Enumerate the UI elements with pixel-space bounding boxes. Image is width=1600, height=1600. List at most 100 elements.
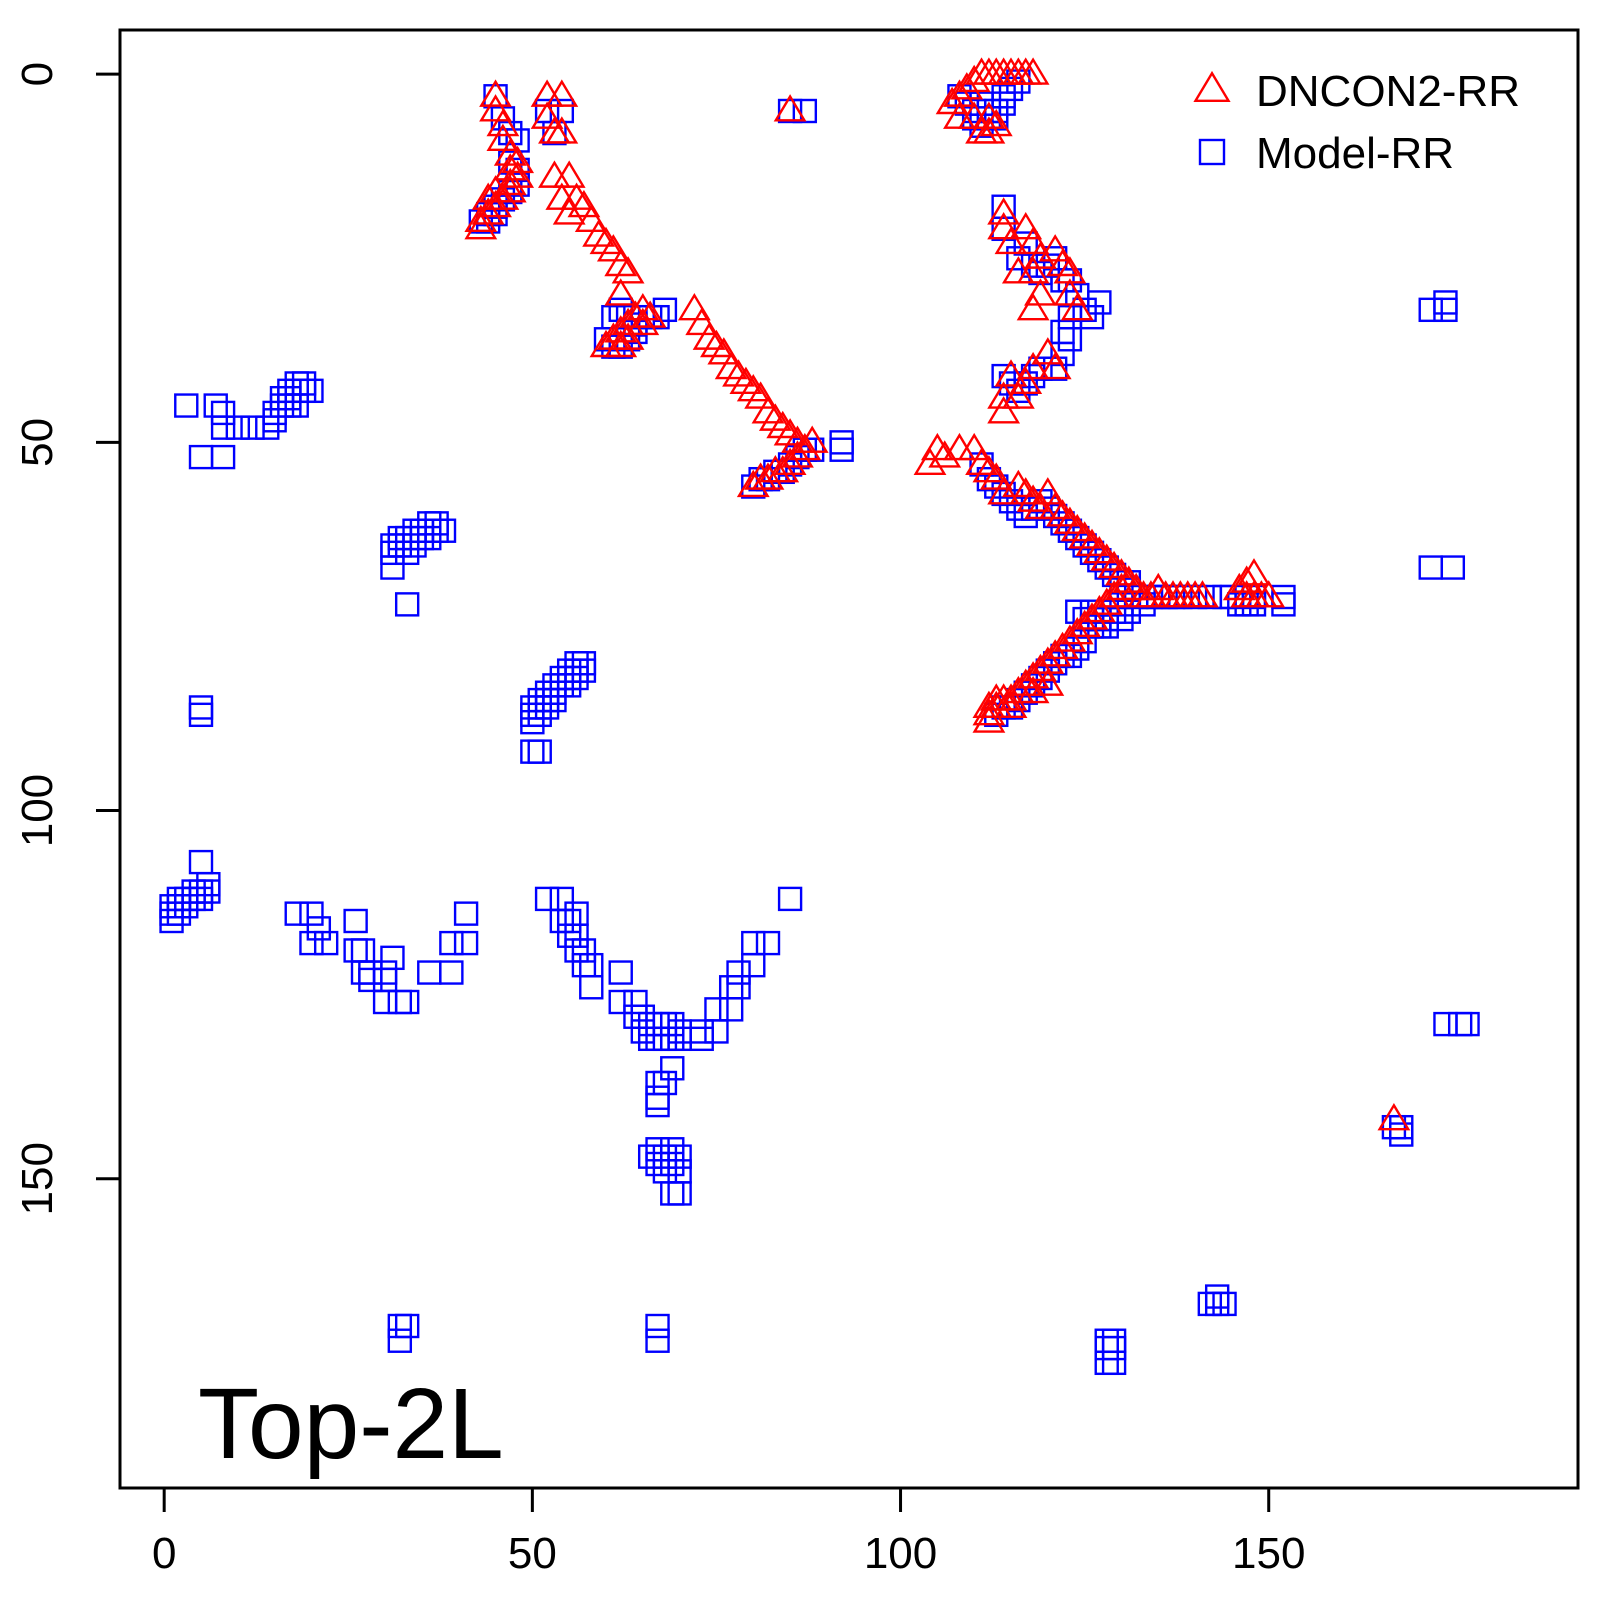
data-point-square — [166, 886, 192, 912]
data-point-triangle — [1097, 580, 1131, 608]
data-point-square — [188, 702, 214, 728]
data-point-square — [350, 960, 376, 985]
data-point-square — [556, 665, 582, 691]
data-point-square — [174, 393, 199, 418]
data-point-square — [299, 901, 324, 926]
data-point-square — [343, 938, 368, 963]
data-point-square — [1013, 503, 1038, 529]
data-point-square — [1433, 1011, 1458, 1037]
data-point-triangle — [957, 64, 991, 93]
data-point-square — [1418, 297, 1443, 323]
data-point-triangle — [979, 108, 1013, 137]
data-point-triangle — [1031, 477, 1065, 505]
data-point-triangle — [604, 278, 638, 306]
data-point-triangle — [773, 94, 807, 122]
y-tick-label: 50 — [13, 418, 62, 467]
data-point-square — [667, 1026, 692, 1052]
data-point-triangle — [1038, 351, 1072, 380]
data-point-square — [387, 1328, 413, 1353]
data-point-square — [380, 533, 405, 558]
data-point-square — [1094, 1328, 1119, 1353]
data-point-square — [372, 989, 398, 1015]
data-point-triangle — [1038, 491, 1072, 520]
data-point-square — [394, 1313, 420, 1339]
data-point-triangle — [979, 683, 1013, 711]
x-axis: 0 50 100 150 — [152, 1486, 1305, 1578]
legend-marker-square — [1198, 138, 1226, 166]
data-point-square — [424, 518, 449, 543]
legend-label: DNCON2-RR — [1256, 67, 1520, 116]
legend-marker-triangle — [1193, 70, 1231, 103]
data-point-square — [1079, 304, 1105, 330]
data-point-square — [1072, 297, 1097, 323]
data-point-triangle — [994, 226, 1028, 255]
data-point-square — [1101, 1350, 1127, 1376]
data-point-square — [1101, 1335, 1127, 1361]
data-point-square — [1455, 1011, 1480, 1037]
data-point-triangle — [1024, 241, 1057, 269]
data-point-square — [453, 901, 479, 926]
data-point-square — [358, 967, 383, 993]
data-point-square — [284, 393, 309, 418]
data-point-triangle — [1016, 675, 1050, 704]
data-point-square — [439, 960, 464, 985]
data-point-square — [991, 91, 1016, 116]
data-point-triangle — [994, 359, 1028, 387]
data-point-square — [755, 930, 781, 956]
data-point-triangle — [920, 432, 954, 461]
data-point-triangle — [707, 337, 741, 365]
data-point-triangle — [560, 182, 593, 210]
data-point-square — [645, 1085, 670, 1110]
data-point-square — [660, 1056, 685, 1081]
data-point-square — [277, 385, 302, 411]
data-point-square — [726, 960, 751, 985]
data-point-square — [387, 533, 413, 558]
data-point-square — [1094, 614, 1119, 639]
data-point-square — [660, 1011, 685, 1037]
data-point-triangle — [1090, 587, 1124, 615]
data-point-square — [188, 849, 214, 875]
data-point-square — [564, 901, 589, 926]
data-point-square — [564, 938, 589, 963]
data-point-square — [181, 886, 206, 912]
data-point-square — [726, 975, 751, 1000]
data-point-square — [299, 930, 324, 956]
data-point-square — [645, 1151, 670, 1177]
data-point-triangle — [604, 248, 638, 277]
data-point-triangle — [935, 86, 969, 115]
data-point-square — [652, 1011, 678, 1037]
data-point-square — [1447, 1011, 1473, 1037]
data-point-square — [394, 592, 420, 617]
data-point-square — [520, 695, 545, 720]
data-point-square — [556, 908, 582, 934]
x-tick-label: 100 — [864, 1529, 937, 1578]
data-point-square — [188, 886, 214, 912]
data-point-triangle — [1038, 639, 1072, 667]
data-point-square — [159, 894, 184, 919]
data-point-triangle — [1009, 211, 1043, 240]
data-point-square — [534, 886, 560, 912]
data-point-square — [284, 378, 309, 404]
data-point-triangle — [1060, 616, 1094, 645]
data-point-square — [1028, 356, 1053, 381]
data-point-square — [1389, 1122, 1414, 1147]
data-point-square — [534, 695, 560, 720]
data-point-square — [277, 378, 302, 404]
data-point-triangle — [1082, 594, 1116, 623]
legend-label: Model-RR — [1256, 129, 1454, 178]
data-point-square — [417, 960, 442, 985]
data-point-square — [1050, 319, 1075, 345]
data-point-triangle — [714, 351, 748, 380]
data-point-square — [1433, 297, 1458, 323]
data-point-square — [571, 651, 597, 676]
data-point-square — [534, 680, 560, 705]
series-square — [159, 69, 1480, 1376]
data-point-triangle — [501, 160, 535, 188]
data-point-square — [380, 540, 405, 566]
data-point-triangle — [1016, 256, 1050, 284]
data-point-square — [637, 1144, 663, 1169]
data-point-triangle — [1090, 543, 1124, 571]
legend: DNCON2-RR Model-RR — [1193, 67, 1520, 178]
data-point-triangle — [574, 204, 608, 233]
